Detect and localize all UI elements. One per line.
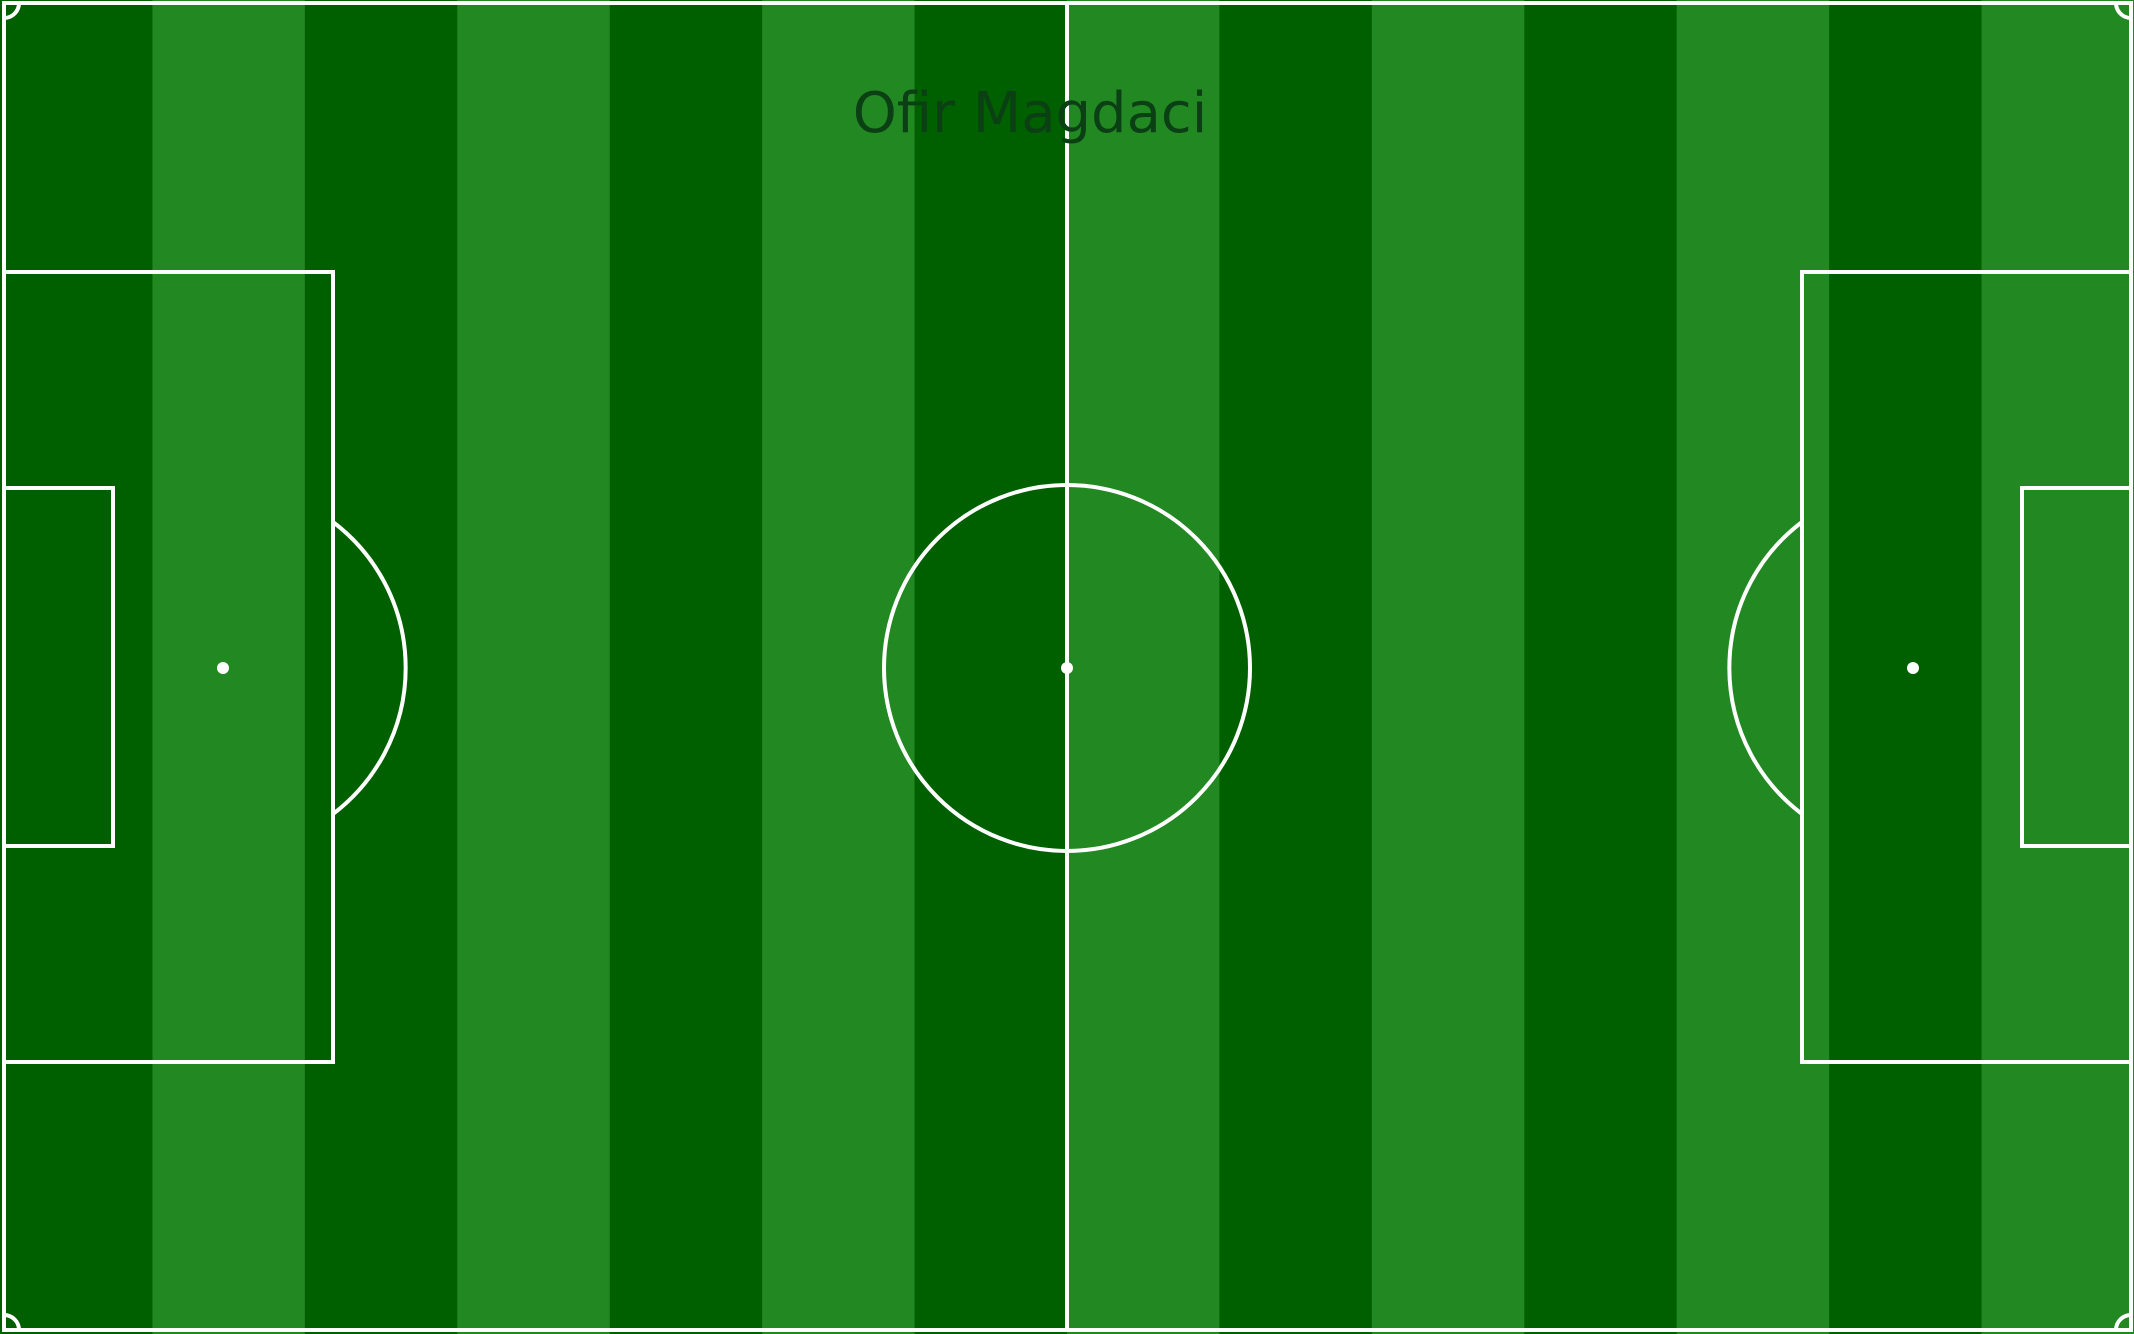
pitch-title: Ofir Magdaci bbox=[853, 81, 1208, 146]
right-penalty-spot bbox=[1907, 662, 1919, 674]
grass-stripe bbox=[762, 0, 916, 1334]
grass-stripe bbox=[457, 0, 611, 1334]
grass-stripe bbox=[0, 0, 153, 1334]
grass-stripe bbox=[304, 0, 458, 1334]
grass-stripe bbox=[1524, 0, 1678, 1334]
corner-arc-bottom-left bbox=[3, 1313, 21, 1331]
grass-stripe bbox=[914, 0, 1068, 1334]
left-penalty-spot bbox=[217, 662, 229, 674]
corner-arc-bottom-right bbox=[2114, 1313, 2132, 1331]
grass-stripe bbox=[1676, 0, 1830, 1334]
corner-arc-top-left bbox=[3, 2, 21, 20]
left-goal-area bbox=[2, 486, 115, 848]
right-goal-area bbox=[2020, 486, 2133, 848]
grass-stripe bbox=[1829, 0, 1983, 1334]
right-penalty-arc bbox=[1727, 520, 1804, 816]
grass-stripe bbox=[1067, 0, 1220, 1334]
left-penalty-arc bbox=[331, 520, 408, 816]
center-spot bbox=[1061, 662, 1073, 674]
grass-stripe bbox=[1981, 0, 2134, 1334]
grass-stripe bbox=[609, 0, 763, 1334]
center-circle bbox=[882, 483, 1252, 853]
grass-stripe bbox=[1219, 0, 1373, 1334]
corner-arc-top-right bbox=[2114, 2, 2132, 20]
grass-stripe bbox=[1371, 0, 1525, 1334]
